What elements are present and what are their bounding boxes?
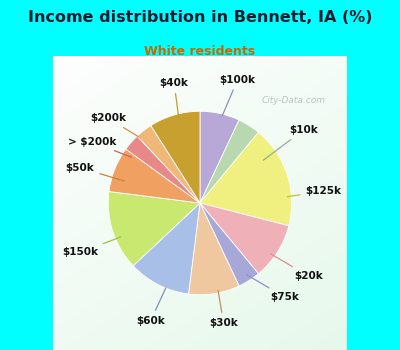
Wedge shape [108,191,200,266]
Wedge shape [126,136,200,203]
Text: $200k: $200k [90,113,139,137]
Wedge shape [151,111,200,203]
Text: $40k: $40k [160,78,188,116]
Text: $20k: $20k [271,254,322,281]
Text: $75k: $75k [247,275,299,302]
Wedge shape [200,203,289,274]
Text: City-Data.com: City-Data.com [262,96,326,105]
Text: $125k: $125k [288,186,342,197]
Wedge shape [109,149,200,203]
Wedge shape [200,203,258,286]
Wedge shape [200,120,258,203]
Wedge shape [188,203,239,295]
Wedge shape [200,132,292,226]
Wedge shape [137,126,200,203]
Text: $30k: $30k [209,290,238,328]
Text: $10k: $10k [263,125,318,160]
Text: White residents: White residents [144,45,256,58]
Text: $150k: $150k [62,237,121,257]
Wedge shape [133,203,200,294]
Text: Income distribution in Bennett, IA (%): Income distribution in Bennett, IA (%) [28,10,372,25]
Text: $50k: $50k [66,163,124,181]
Wedge shape [200,111,239,203]
Text: $60k: $60k [136,288,166,326]
Text: > $200k: > $200k [68,137,132,157]
Text: $100k: $100k [220,75,256,116]
